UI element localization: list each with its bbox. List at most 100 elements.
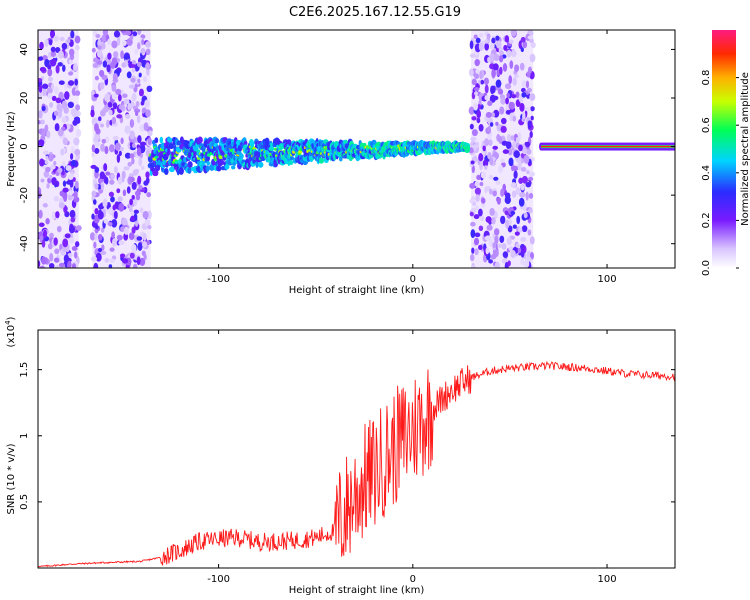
colorbar-tick-label: 0.2 bbox=[701, 212, 712, 228]
noise-blob bbox=[527, 120, 532, 129]
noise-blob bbox=[469, 253, 475, 262]
noise-blob bbox=[504, 35, 510, 43]
noise-blob bbox=[107, 208, 114, 214]
noise-blob bbox=[130, 77, 136, 83]
noise-blob bbox=[475, 194, 480, 202]
noise-blob bbox=[44, 124, 49, 132]
noise-blob bbox=[140, 47, 146, 55]
signal-blob bbox=[163, 167, 169, 176]
noise-blob bbox=[49, 102, 54, 108]
noise-blob bbox=[517, 161, 522, 171]
noise-blob bbox=[90, 109, 95, 118]
noise-blob bbox=[478, 244, 483, 251]
noise-blob bbox=[38, 78, 43, 83]
noise-blob bbox=[114, 142, 121, 151]
noise-blob bbox=[474, 73, 480, 80]
noise-blob bbox=[519, 191, 526, 198]
snr-panel: -100 0 100 0.5 1 1.5 Height of straight line… bbox=[4, 316, 676, 596]
noise-blob bbox=[66, 39, 71, 44]
signal-blob bbox=[289, 155, 295, 161]
noise-blob bbox=[492, 190, 498, 197]
noise-blob bbox=[127, 161, 133, 167]
noise-blob bbox=[128, 232, 135, 240]
noise-blob bbox=[40, 178, 45, 183]
noise-blob bbox=[111, 218, 118, 228]
noise-blob bbox=[47, 68, 53, 77]
noise-blob bbox=[61, 42, 68, 50]
noise-blob bbox=[95, 252, 102, 262]
noise-blob bbox=[129, 198, 133, 206]
noise-blob bbox=[133, 209, 139, 214]
signal-blob bbox=[187, 161, 193, 168]
noise-blob bbox=[494, 228, 500, 236]
noise-blob bbox=[136, 147, 142, 157]
noise-blob bbox=[525, 80, 530, 89]
spectrogram-panel: -100 0 100 -40 -20 0 20 40 Height of straight … bbox=[6, 29, 676, 296]
snr-x-tick-label: -100 bbox=[207, 574, 230, 585]
noise-blob bbox=[506, 134, 512, 142]
noise-blob bbox=[505, 97, 509, 105]
noise-blob bbox=[486, 224, 493, 231]
noise-blob bbox=[509, 60, 514, 69]
noise-blob bbox=[129, 130, 135, 140]
noise-blob bbox=[518, 197, 525, 207]
noise-blob bbox=[488, 174, 494, 180]
noise-blob bbox=[49, 232, 54, 238]
noise-blob bbox=[514, 64, 520, 72]
noise-blob bbox=[47, 76, 54, 82]
noise-blob bbox=[478, 123, 484, 132]
noise-blob bbox=[479, 181, 484, 187]
noise-blob bbox=[517, 247, 522, 254]
noise-blob bbox=[522, 41, 528, 49]
noise-blob bbox=[476, 174, 481, 181]
noise-blob bbox=[500, 158, 505, 163]
noise-blob bbox=[128, 84, 135, 89]
snr-y-tick-label: 1 bbox=[19, 433, 30, 439]
noise-blob bbox=[40, 119, 45, 125]
noise-blob bbox=[489, 188, 493, 195]
noise-blob bbox=[499, 66, 503, 75]
noise-blob bbox=[469, 123, 474, 130]
noise-blob bbox=[469, 198, 474, 204]
noise-blob bbox=[469, 182, 476, 189]
noise-blob bbox=[502, 149, 510, 154]
noise-blob bbox=[510, 182, 517, 188]
signal-blob bbox=[464, 145, 471, 154]
noise-blob bbox=[529, 93, 536, 101]
noise-blob bbox=[49, 30, 56, 39]
signal-blob bbox=[220, 160, 226, 165]
noise-blob bbox=[51, 177, 57, 186]
noise-blob bbox=[120, 226, 125, 233]
noise-blob bbox=[56, 225, 62, 233]
noise-blob bbox=[94, 75, 99, 81]
noise-blob bbox=[523, 154, 530, 164]
figure-title: C2E6.2025.167.12.55.G19 bbox=[289, 5, 461, 20]
noise-blob bbox=[521, 246, 525, 254]
snr-scale-base: (x10 bbox=[6, 325, 17, 348]
noise-blob bbox=[118, 150, 122, 157]
noise-blob bbox=[110, 196, 115, 203]
noise-blob bbox=[132, 143, 136, 149]
noise-blob bbox=[119, 146, 124, 152]
noise-blob bbox=[132, 198, 138, 207]
noise-blob bbox=[137, 135, 142, 144]
noise-blob bbox=[42, 88, 47, 97]
colorbar-ticks: 0.0 0.2 0.4 0.6 0.8 bbox=[701, 70, 739, 276]
noise-blob bbox=[90, 256, 97, 262]
noise-blob bbox=[484, 186, 488, 194]
noise-blob bbox=[137, 175, 142, 185]
noise-blob bbox=[60, 148, 65, 156]
noise-blob bbox=[484, 39, 489, 44]
noise-blob bbox=[505, 219, 510, 229]
noise-blob bbox=[520, 36, 526, 43]
noise-blob bbox=[136, 256, 141, 266]
noise-blob bbox=[134, 82, 141, 87]
noise-blob bbox=[49, 164, 56, 170]
noise-blob bbox=[124, 125, 131, 135]
noise-blob bbox=[74, 35, 81, 44]
noise-blob bbox=[145, 41, 152, 48]
noise-blob bbox=[62, 64, 66, 72]
noise-blob bbox=[46, 130, 51, 139]
noise-blob bbox=[117, 176, 123, 185]
noise-blob bbox=[489, 42, 495, 50]
